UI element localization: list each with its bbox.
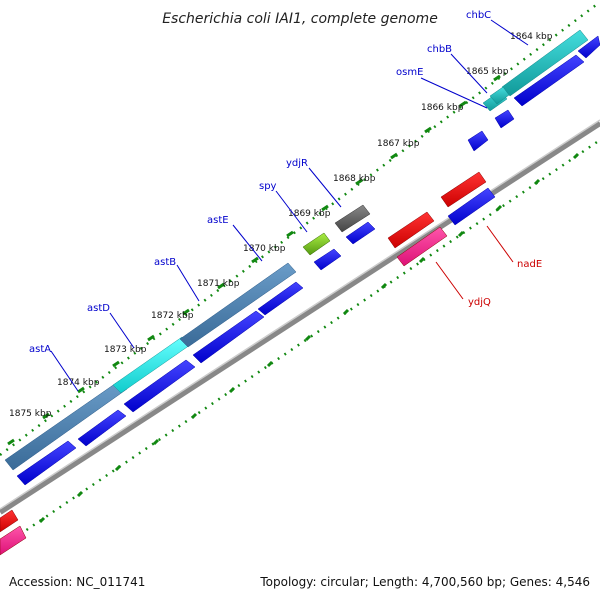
map-title: Escherichia coli IAI1, complete genome bbox=[162, 11, 438, 27]
cds-arrow[interactable] bbox=[494, 109, 515, 129]
gene-bar-chbA[interactable] bbox=[489, 86, 510, 105]
tick-label: 1865 kbp bbox=[466, 67, 509, 77]
gene-label-ydjR[interactable]: ydjR bbox=[286, 158, 308, 169]
cds-arrow-plus[interactable] bbox=[447, 187, 496, 226]
cds-arrow[interactable] bbox=[513, 54, 585, 107]
tick-label: 1871 kbp bbox=[197, 279, 240, 289]
gene-label-astB[interactable]: astB bbox=[154, 257, 176, 268]
gene-bar-pink[interactable] bbox=[0, 525, 27, 556]
inner-ticks bbox=[38, 152, 580, 524]
plus-strand-cds bbox=[16, 35, 600, 486]
gene-label-spy[interactable]: spy bbox=[259, 181, 277, 192]
tick-label: 1868 kbp bbox=[333, 174, 376, 184]
genome-stats-text: Topology: circular; Length: 4,700,560 bp… bbox=[260, 575, 590, 589]
cds-arrow-minus[interactable] bbox=[440, 171, 487, 208]
gene-bar-astB[interactable] bbox=[179, 262, 297, 348]
plus-strand-genes bbox=[4, 29, 589, 471]
cds-arrow[interactable] bbox=[257, 281, 304, 316]
cds-arrow[interactable] bbox=[77, 409, 127, 447]
cds-arrow[interactable] bbox=[123, 359, 196, 413]
gene-bar-spy[interactable] bbox=[302, 232, 331, 256]
label-connectors bbox=[50, 19, 529, 392]
gene-label-astD[interactable]: astD bbox=[87, 303, 110, 314]
genome-backbone bbox=[0, 120, 600, 515]
tick-label: 1874 kbp bbox=[57, 378, 100, 388]
tick-label: 1869 kbp bbox=[288, 209, 331, 219]
tick-label: 1866 kbp bbox=[421, 103, 464, 113]
cds-arrow[interactable] bbox=[192, 310, 265, 364]
gene-label-astE[interactable]: astE bbox=[207, 215, 229, 226]
cds-arrow[interactable] bbox=[467, 130, 489, 152]
cds-arrow-minus[interactable] bbox=[0, 509, 19, 533]
gene-label-nadE[interactable]: nadE bbox=[517, 259, 542, 270]
tick-label: 1870 kbp bbox=[243, 244, 286, 254]
gene-label-astA[interactable]: astA bbox=[29, 344, 51, 355]
gene-labels: chbC chbB osmE ydjR spy astE astB astD a… bbox=[29, 10, 542, 355]
gene-label-osmE[interactable]: osmE bbox=[396, 67, 423, 78]
cds-arrow[interactable] bbox=[16, 440, 77, 486]
outer-ticks bbox=[7, 74, 501, 446]
gene-label-chbC[interactable]: chbC bbox=[466, 10, 491, 21]
scale-line-inner bbox=[0, 138, 600, 550]
cds-arrow-minus[interactable] bbox=[387, 211, 435, 249]
gene-bar-ydjR[interactable] bbox=[334, 204, 371, 233]
gene-bar-ydjQ[interactable] bbox=[396, 226, 448, 267]
tick-label: 1867 kbp bbox=[377, 139, 420, 149]
cds-arrow[interactable] bbox=[577, 35, 600, 59]
cds-arrow[interactable] bbox=[313, 248, 342, 271]
gene-label-chbB[interactable]: chbB bbox=[427, 44, 452, 55]
tick-label: 1872 kbp bbox=[151, 311, 194, 321]
tick-label: 1875 kbp bbox=[9, 409, 52, 419]
cds-arrow[interactable] bbox=[345, 221, 376, 245]
accession-text: Accession: NC_011741 bbox=[9, 575, 146, 589]
gene-label-ydjQ[interactable]: ydjQ bbox=[468, 297, 491, 308]
tick-label: 1864 kbp bbox=[510, 32, 553, 42]
tick-label: 1873 kbp bbox=[104, 345, 147, 355]
tick-labels: 1864 kbp 1865 kbp 1866 kbp 1867 kbp 1868… bbox=[9, 32, 553, 419]
minus-strand-features bbox=[0, 171, 496, 556]
